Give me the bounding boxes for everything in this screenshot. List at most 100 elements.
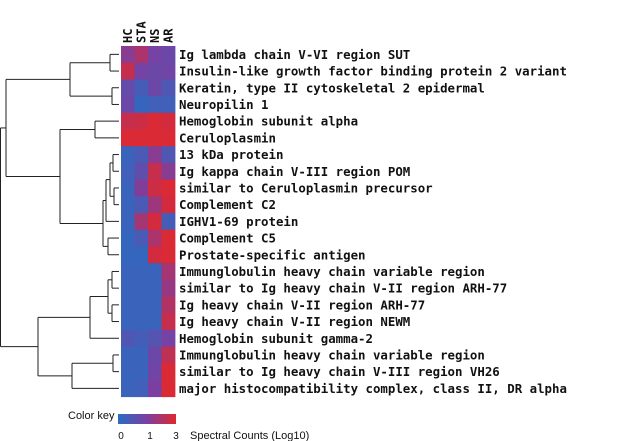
heatmap-cell — [148, 129, 162, 147]
heatmap-cell — [121, 313, 135, 331]
heatmap-cell — [134, 79, 149, 97]
heatmap-cell — [121, 213, 135, 231]
heatmap-cell — [121, 363, 135, 381]
heatmap-cell — [134, 329, 149, 347]
row-label: Ig heavy chain V-II region NEWM — [179, 314, 410, 329]
heatmap-cell — [161, 246, 176, 264]
column-labels: HC STA NS AR — [121, 21, 176, 43]
row-label: Hemoglobin subunit alpha — [179, 114, 358, 129]
color-key-label: Spectral Counts (Log10) — [190, 430, 309, 441]
heatmap-cell — [121, 196, 135, 214]
color-key-title: Color key — [68, 410, 115, 422]
heatmap-cell — [161, 146, 176, 164]
heatmap-cell — [134, 112, 149, 130]
row-label: Ig lambda chain V-VI region SUT — [179, 47, 410, 62]
column-label: STA — [134, 21, 148, 43]
heatmap-cell — [134, 146, 149, 164]
row-label: major histocompatibility complex, class … — [179, 381, 567, 396]
heatmap-cell — [161, 329, 176, 347]
heatmap-cell — [134, 246, 149, 264]
color-key-tick-0: 0 — [118, 431, 124, 441]
row-label: Neuropilin 1 — [179, 97, 269, 112]
heatmap-cell — [134, 229, 149, 247]
heatmap-cell — [148, 329, 162, 347]
heatmap-cell — [121, 146, 135, 164]
row-label: Ig heavy chain V-II region ARH-77 — [179, 297, 425, 312]
row-label: Immunglobulin heavy chain variable regio… — [179, 347, 485, 362]
heatmap-cell — [161, 112, 176, 130]
heatmap-cell — [161, 179, 176, 197]
heatmap-cell — [121, 346, 135, 364]
heatmap-cell — [134, 313, 149, 331]
heatmap-cell — [161, 96, 176, 114]
heatmap-cell — [121, 229, 135, 247]
heatmap-cell — [134, 279, 149, 297]
heatmap-cell — [161, 263, 176, 281]
heatmap-cell — [161, 229, 176, 247]
color-key-bar — [118, 414, 176, 424]
heatmap-cell — [161, 363, 176, 381]
heatmap-cell — [148, 196, 162, 214]
heatmap-cell — [148, 313, 162, 331]
heatmap-cell — [134, 46, 149, 64]
heatmap-cell — [121, 279, 135, 297]
heatmap-cell — [148, 296, 162, 314]
heatmap-cell — [161, 313, 176, 331]
heatmap-cell — [134, 62, 149, 80]
row-label: similar to Ceruloplasmin precursor — [179, 180, 433, 195]
heatmap-cell — [148, 229, 162, 247]
row-label: IGHV1-69 protein — [179, 214, 298, 229]
heatmap-cell — [148, 380, 162, 398]
heatmap-cell — [161, 129, 176, 147]
row-label: Hemoglobin subunit gamma-2 — [179, 331, 373, 346]
heatmap-cell — [121, 96, 135, 114]
heatmap-cell — [134, 213, 149, 231]
row-label: Immunglobulin heavy chain variable regio… — [179, 264, 485, 279]
heatmap-cell — [161, 380, 176, 398]
heatmap-cell — [121, 79, 135, 97]
heatmap-cell — [161, 213, 176, 231]
heatmap-cell — [148, 146, 162, 164]
heatmap-cell — [148, 46, 162, 64]
heatmap-cell — [121, 380, 135, 398]
row-label: Keratin, type II cytoskeletal 2 epiderma… — [179, 80, 485, 95]
heatmap-cell — [121, 162, 135, 180]
heatmap-cells — [121, 46, 176, 398]
heatmap-cell — [161, 346, 176, 364]
color-key: Color key 0 1 3 Spectral Counts (Log10) — [68, 410, 309, 441]
heatmap-cell — [121, 329, 135, 347]
row-label: similar to Ig heavy chain V-III region V… — [179, 364, 500, 379]
heatmap-cell — [134, 96, 149, 114]
heatmap-cell — [161, 296, 176, 314]
heatmap-cell — [121, 112, 135, 130]
heatmap-cell — [134, 196, 149, 214]
heatmap-cell — [148, 246, 162, 264]
heatmap-cell — [148, 62, 162, 80]
column-label: AR — [161, 28, 175, 43]
heatmap-cell — [148, 79, 162, 97]
heatmap-cell — [148, 346, 162, 364]
heatmap-cell — [161, 162, 176, 180]
heatmap-cell — [148, 162, 162, 180]
heatmap-cell — [148, 279, 162, 297]
heatmap-cell — [148, 112, 162, 130]
heatmap-cell — [121, 263, 135, 281]
heatmap-cell — [134, 162, 149, 180]
heatmap-cell — [134, 263, 149, 281]
heatmap-cell — [148, 363, 162, 381]
heatmap-cell — [121, 46, 135, 64]
heatmap-cell — [161, 79, 176, 97]
heatmap-cell — [121, 179, 135, 197]
row-label: Insulin-like growth factor binding prote… — [179, 64, 567, 79]
row-label: similar to Ig heavy chain V-II region AR… — [179, 281, 507, 296]
heatmap-cell — [134, 380, 149, 398]
heatmap-cell — [161, 279, 176, 297]
heatmap-cell — [148, 263, 162, 281]
row-label: 13 kDa protein — [179, 147, 283, 162]
heatmap-cell — [161, 62, 176, 80]
column-label: HC — [121, 29, 135, 43]
heatmap-cell — [148, 179, 162, 197]
row-label: Prostate-specific antigen — [179, 247, 366, 262]
color-key-tick-1: 1 — [147, 431, 153, 441]
